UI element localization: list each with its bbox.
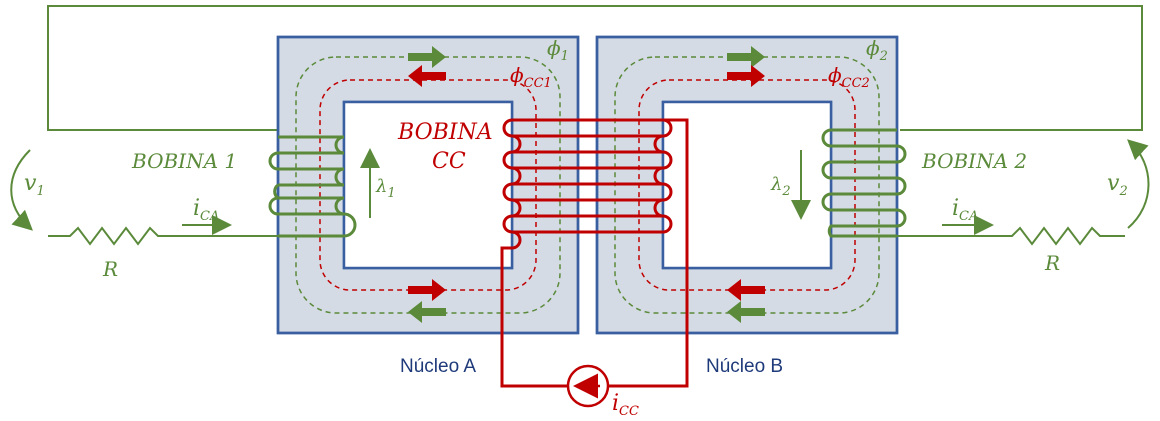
core-a-label: Núcleo A bbox=[400, 356, 476, 377]
phicc1-label: ϕCC1 bbox=[510, 63, 552, 91]
flux-arrows-core-b bbox=[727, 46, 765, 323]
right-circuit bbox=[897, 226, 1125, 246]
dc-coil-label-line1: BOBINA bbox=[397, 120, 493, 145]
phi1-label: ϕ1 bbox=[547, 36, 569, 64]
top-return-wire bbox=[47, 5, 1143, 131]
icc-label: iCC bbox=[612, 391, 639, 419]
coil-1-label: BOBINA 1 bbox=[131, 149, 237, 173]
dc-coil bbox=[500, 118, 689, 388]
phicc2-label: ϕCC2 bbox=[828, 63, 870, 91]
core-b-label: Núcleo B bbox=[706, 356, 783, 377]
ica-left-label: iCA bbox=[193, 196, 219, 224]
coil-1 bbox=[268, 135, 357, 238]
ica-right-label: iCA bbox=[952, 196, 978, 224]
left-circuit bbox=[48, 226, 278, 246]
v1-arrow bbox=[10, 149, 33, 231]
r-right-label: R bbox=[1044, 251, 1060, 275]
lambda2-label: λ2 bbox=[770, 174, 791, 199]
lambda1-label: λ1 bbox=[375, 176, 396, 201]
v2-arrow bbox=[1127, 139, 1150, 229]
coil-2 bbox=[821, 128, 907, 238]
dc-current-source bbox=[566, 364, 610, 408]
phi2-label: ϕ2 bbox=[866, 36, 888, 64]
dc-coil-label-line2: CC bbox=[432, 149, 466, 174]
v2-label: v2 bbox=[1107, 171, 1128, 199]
coil-2-label: BOBINA 2 bbox=[921, 149, 1027, 173]
v1-label: v1 bbox=[24, 171, 45, 199]
flux-arrows-core-a bbox=[408, 46, 446, 323]
r-left-label: R bbox=[102, 257, 118, 281]
